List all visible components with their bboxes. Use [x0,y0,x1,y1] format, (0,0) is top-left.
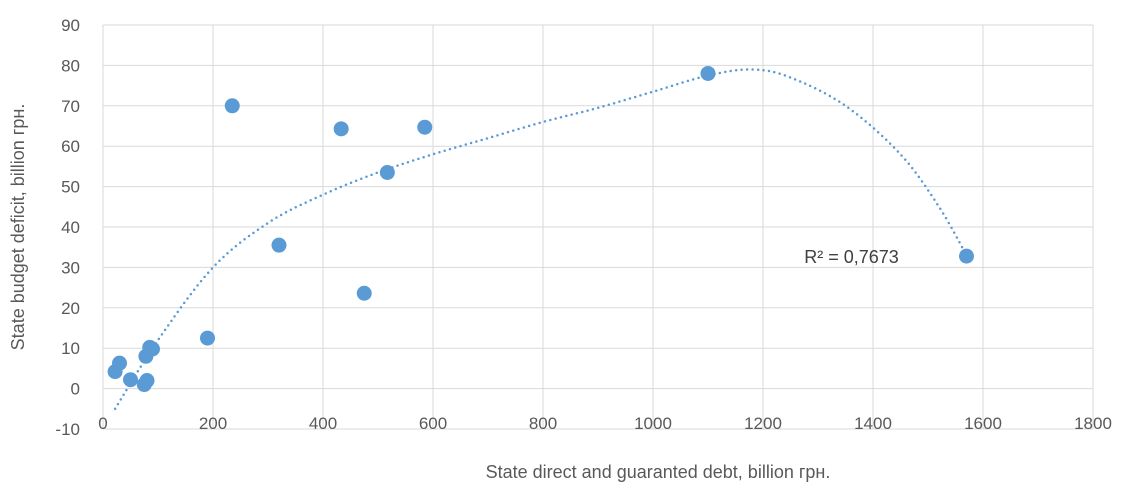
x-tick-label: 0 [98,414,107,433]
x-tick-label: 1400 [854,414,892,433]
polynomial-trendline [113,68,968,411]
x-tick-label: 400 [309,414,337,433]
y-tick-label: -10 [55,420,80,439]
y-tick-label: 10 [61,339,80,358]
x-tick-label: 1800 [1074,414,1112,433]
data-point [200,330,215,346]
data-point [333,121,349,137]
x-tick-label: 1200 [744,414,782,433]
data-point [139,373,155,389]
y-tick-label: 0 [71,380,80,399]
y-tick-label: 70 [61,97,80,116]
gridlines [102,24,1094,430]
x-tick-label: 200 [199,414,227,433]
r-squared-annotation: R² = 0,7673 [804,247,899,267]
y-tick-label: 60 [61,137,80,156]
y-tick-label: 20 [61,299,80,318]
data-point [700,65,716,81]
y-tick-label: 30 [61,258,80,277]
data-point [356,285,372,301]
x-tick-label: 1000 [634,414,672,433]
y-axis-title: State budget deficit, billion грн. [8,104,28,351]
y-tick-label: 50 [61,178,80,197]
data-point [145,341,160,357]
data-point [959,248,974,264]
data-point [271,237,287,253]
x-tick-label: 600 [419,414,447,433]
x-tick-label: 1600 [964,414,1002,433]
y-tick-labels: -10 0 10 20 30 40 50 60 70 80 90 [55,16,80,439]
data-point [112,355,127,371]
data-points [107,65,974,393]
data-point [224,98,240,114]
trendline [113,68,968,411]
y-tick-label: 90 [61,16,80,35]
data-point [379,164,395,180]
data-point [417,119,433,135]
x-tick-label: 800 [529,414,557,433]
x-tick-labels: 0 200 400 600 800 1000 1200 1400 1600 1800 [98,414,1112,433]
y-tick-label: 80 [61,56,80,75]
x-axis-title: State direct and guaranted debt, billion… [486,462,831,482]
y-tick-label: 40 [61,218,80,237]
data-point [123,372,138,388]
